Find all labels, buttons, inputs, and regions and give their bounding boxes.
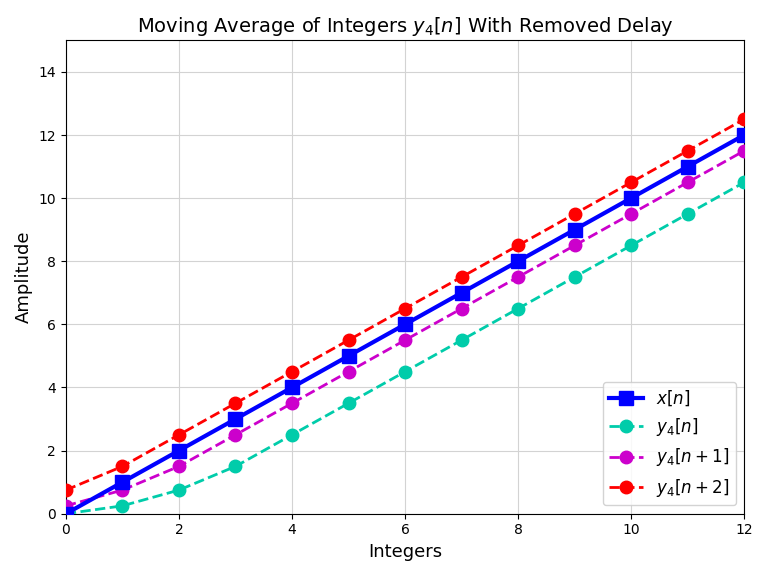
- $y_4[n+1]$: [740, 147, 749, 154]
- $y_4[n+1]$: [683, 179, 692, 186]
- $y_4[n+2]$: [627, 179, 636, 186]
- $y_4[n+1]$: [344, 368, 353, 375]
- $y_4[n+1]$: [570, 242, 579, 249]
- $y_4[n]$: [61, 510, 71, 517]
- $x[n]$: [344, 353, 353, 359]
- Line: $x[n]$: $x[n]$: [59, 128, 751, 521]
- $y_4[n+1]$: [400, 337, 409, 344]
- $y_4[n+2]$: [740, 116, 749, 123]
- $y_4[n+1]$: [61, 502, 71, 509]
- $x[n]$: [61, 510, 71, 517]
- $y_4[n+2]$: [118, 463, 127, 470]
- $y_4[n+2]$: [683, 147, 692, 154]
- Line: $y_4[n+2]$: $y_4[n+2]$: [60, 113, 750, 497]
- Line: $y_4[n]$: $y_4[n]$: [60, 176, 750, 520]
- $y_4[n]$: [118, 502, 127, 509]
- $y_4[n]$: [514, 305, 523, 312]
- Legend: $x[n]$, $y_4[n]$, $y_4[n+1]$, $y_4[n+2]$: $x[n]$, $y_4[n]$, $y_4[n+1]$, $y_4[n+2]$: [603, 381, 736, 505]
- $y_4[n+2]$: [287, 368, 296, 375]
- X-axis label: Integers: Integers: [368, 543, 442, 561]
- $x[n]$: [683, 163, 692, 170]
- $y_4[n+2]$: [61, 487, 71, 494]
- $y_4[n]$: [740, 179, 749, 186]
- $x[n]$: [400, 321, 409, 328]
- $y_4[n+2]$: [514, 242, 523, 249]
- $x[n]$: [514, 258, 523, 265]
- $x[n]$: [231, 416, 240, 423]
- $y_4[n+2]$: [457, 274, 466, 281]
- $y_4[n]$: [683, 210, 692, 217]
- $x[n]$: [627, 195, 636, 202]
- $y_4[n+1]$: [174, 463, 184, 470]
- Title: Moving Average of Integers $y_4[n]$ With Removed Delay: Moving Average of Integers $y_4[n]$ With…: [137, 15, 674, 38]
- $y_4[n]$: [174, 487, 184, 494]
- $x[n]$: [570, 226, 579, 233]
- $y_4[n+1]$: [627, 210, 636, 217]
- $y_4[n]$: [570, 274, 579, 281]
- $y_4[n+1]$: [514, 274, 523, 281]
- $x[n]$: [174, 447, 184, 454]
- $y_4[n]$: [400, 368, 409, 375]
- $x[n]$: [740, 131, 749, 138]
- Y-axis label: Amplitude: Amplitude: [15, 231, 33, 323]
- $y_4[n]$: [287, 431, 296, 438]
- Line: $y_4[n+1]$: $y_4[n+1]$: [60, 145, 750, 512]
- $y_4[n+1]$: [287, 400, 296, 407]
- $y_4[n+2]$: [174, 431, 184, 438]
- $y_4[n]$: [231, 463, 240, 470]
- $y_4[n+2]$: [570, 210, 579, 217]
- $x[n]$: [457, 289, 466, 296]
- $y_4[n+1]$: [457, 305, 466, 312]
- $y_4[n+2]$: [231, 400, 240, 407]
- $y_4[n+2]$: [344, 337, 353, 344]
- $y_4[n]$: [457, 337, 466, 344]
- $x[n]$: [118, 479, 127, 486]
- $y_4[n+1]$: [118, 487, 127, 494]
- $x[n]$: [287, 384, 296, 391]
- $y_4[n+1]$: [231, 431, 240, 438]
- $y_4[n]$: [627, 242, 636, 249]
- $y_4[n+2]$: [400, 305, 409, 312]
- $y_4[n]$: [344, 400, 353, 407]
